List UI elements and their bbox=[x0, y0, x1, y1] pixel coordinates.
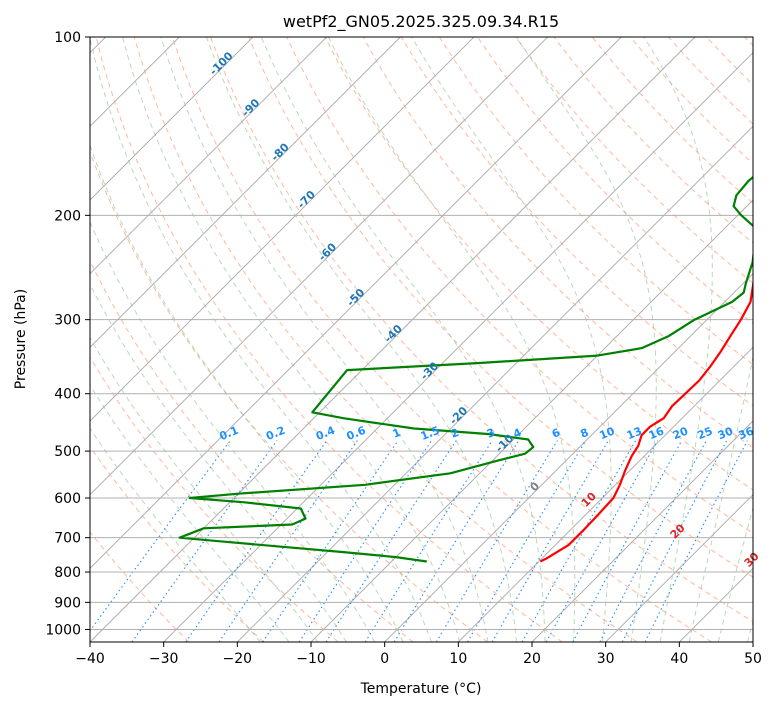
dry-adiabat bbox=[90, 445, 264, 642]
dry-adiabat bbox=[171, 37, 712, 642]
sounding-series bbox=[178, 175, 753, 563]
y-tick-label: 900 bbox=[54, 595, 81, 611]
isotherm-line bbox=[236, 125, 753, 642]
moist-adiabat bbox=[205, 37, 517, 642]
mixing-ratio-label: 13 bbox=[625, 424, 644, 442]
isotherm-line bbox=[90, 37, 401, 349]
mixing-ratio-line bbox=[131, 440, 278, 642]
y-axis-label: Pressure (hPa) bbox=[13, 289, 29, 389]
mixing-ratio-line bbox=[435, 440, 558, 642]
mixing-ratio-line bbox=[298, 440, 432, 642]
isotherm-line bbox=[531, 420, 753, 642]
moist-adiabat bbox=[327, 37, 576, 642]
moist-adiabat bbox=[90, 144, 404, 642]
isotherm-line bbox=[90, 37, 622, 570]
mixing-ratio-label: 10 bbox=[598, 424, 617, 442]
isotherm-line bbox=[90, 37, 254, 201]
moist-adiabat bbox=[411, 37, 612, 642]
y-tick-label: 200 bbox=[54, 208, 81, 224]
x-tick-label: 40 bbox=[670, 651, 688, 667]
isotherm-line bbox=[605, 493, 753, 642]
isotherm-line bbox=[384, 272, 753, 642]
y-tick-label: 800 bbox=[54, 565, 81, 581]
y-tick-label: 1000 bbox=[45, 622, 81, 638]
mixing-ratio-line bbox=[185, 440, 328, 642]
mixing-ratio-label: 3 bbox=[485, 426, 497, 441]
y-axis: 100 200 300 400 500 600 700 800 900 1000 bbox=[45, 30, 90, 638]
isotherm-line bbox=[752, 641, 753, 642]
x-tick-label: −30 bbox=[149, 651, 179, 667]
y-tick-label: 700 bbox=[54, 531, 81, 547]
dry-adiabat bbox=[210, 37, 753, 623]
x-tick-label: 10 bbox=[449, 651, 467, 667]
x-tick-label: 20 bbox=[523, 651, 541, 667]
mixing-ratio-line bbox=[599, 440, 707, 642]
y-tick-label: 600 bbox=[54, 491, 81, 507]
isotherm-line bbox=[90, 37, 328, 275]
moist-adiabat bbox=[515, 37, 657, 642]
x-axis-label: Temperature (°C) bbox=[360, 681, 482, 697]
x-tick-label: −10 bbox=[296, 651, 326, 667]
moist-adiabat bbox=[122, 37, 461, 642]
y-tick-label: 300 bbox=[54, 313, 81, 329]
y-tick-label: 400 bbox=[54, 387, 81, 403]
dry-adiabat bbox=[133, 37, 638, 642]
temperature-profile-line bbox=[539, 278, 753, 563]
mixing-ratio-label: 16 bbox=[647, 424, 666, 442]
moist-adiabat bbox=[90, 384, 290, 642]
moist-adiabat bbox=[160, 37, 489, 642]
dry-adiabat bbox=[95, 37, 563, 642]
mixing-ratio-line bbox=[545, 440, 659, 642]
mixing-ratio-line bbox=[572, 440, 683, 642]
moist-adiabat bbox=[90, 220, 376, 642]
mixing-ratio-label: 8 bbox=[578, 426, 590, 441]
dry-adiabat bbox=[90, 531, 190, 642]
x-axis: −40 −30 −20 −10 0 10 20 30 40 50 bbox=[75, 642, 762, 667]
pressure-grid bbox=[90, 37, 753, 630]
mixing-ratio-label: 20 bbox=[671, 424, 690, 442]
mixing-ratio-line bbox=[491, 440, 609, 642]
x-tick-label: 0 bbox=[380, 651, 389, 667]
x-tick-label: −20 bbox=[223, 651, 253, 667]
dry-adiabat bbox=[400, 37, 753, 407]
mixing-ratio-label: 1 bbox=[391, 426, 403, 441]
mixing-ratio-line bbox=[644, 440, 748, 642]
mixing-ratio-label: 25 bbox=[695, 424, 714, 442]
dry-adiabat bbox=[515, 37, 753, 284]
mixing-ratio-label: 36 bbox=[737, 424, 756, 442]
moist-adiabat bbox=[260, 37, 546, 642]
dewpoint-profile-line bbox=[178, 175, 753, 563]
isotherm-line bbox=[90, 37, 549, 496]
y-tick-label: 100 bbox=[54, 30, 81, 46]
isotherm-line bbox=[90, 37, 475, 422]
plot-frame bbox=[89, 36, 754, 643]
moist-adiabat bbox=[643, 37, 713, 642]
mixing-ratio-line bbox=[467, 440, 587, 642]
mixing-ratio-label: 30 bbox=[716, 424, 735, 442]
x-tick-label: −40 bbox=[75, 651, 105, 667]
plot-background bbox=[90, 37, 753, 642]
mixing-ratio-line bbox=[521, 440, 637, 642]
mixing-ratio-line bbox=[621, 440, 728, 642]
dry-adiabat bbox=[438, 37, 753, 366]
moist-adiabat bbox=[90, 336, 319, 642]
isotherm-line bbox=[310, 199, 753, 642]
y-tick-label: 500 bbox=[54, 444, 81, 460]
x-tick-label: 30 bbox=[597, 651, 615, 667]
moist-adiabat bbox=[90, 427, 261, 642]
isotherm-line bbox=[457, 346, 753, 642]
mixing-ratio-label: 2 bbox=[449, 426, 461, 441]
chart-title: wetPf2_GN05.2025.325.09.34.R15 bbox=[283, 12, 559, 32]
moist-adiabat bbox=[90, 37, 432, 642]
x-tick-label: 50 bbox=[744, 651, 762, 667]
isotherm-line bbox=[90, 37, 696, 642]
isotherm-line bbox=[163, 51, 753, 642]
dry-adiabat bbox=[90, 150, 488, 642]
dry-adiabat bbox=[248, 37, 753, 578]
mixing-ratio-line bbox=[393, 440, 520, 642]
